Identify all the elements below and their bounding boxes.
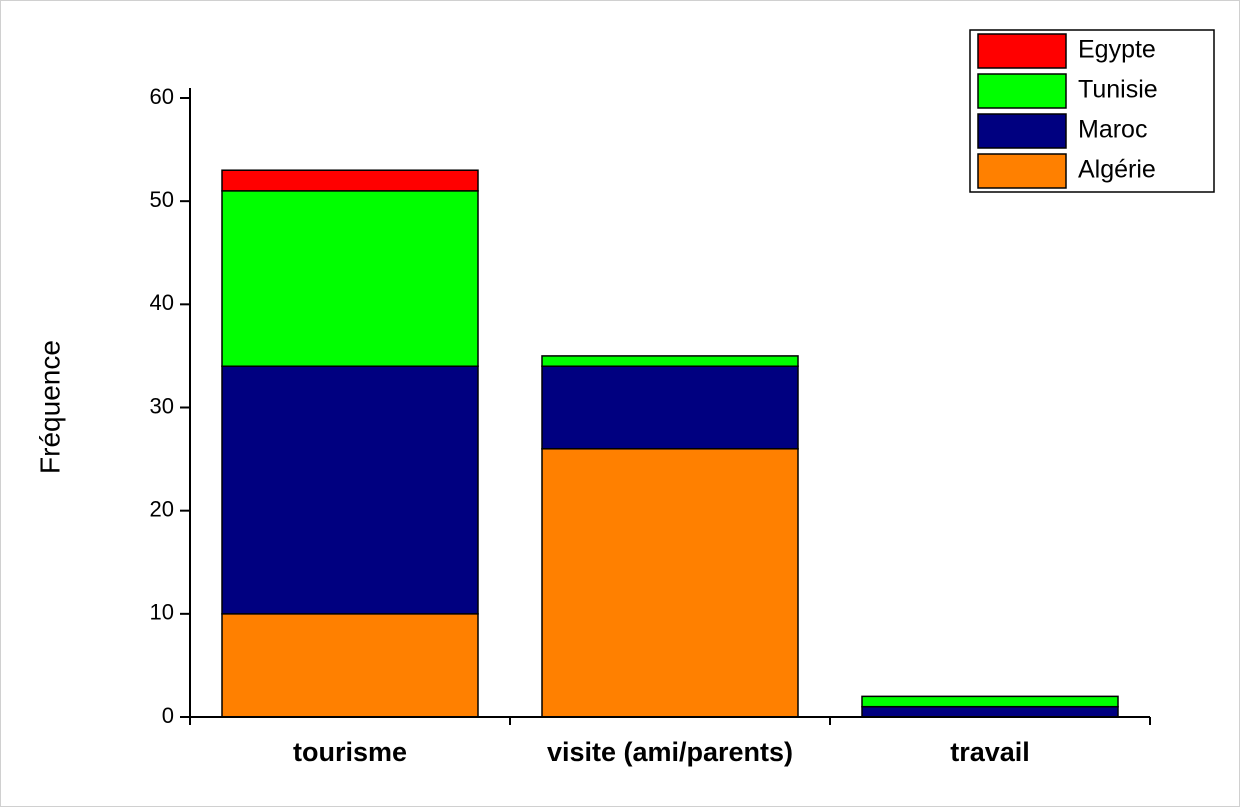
- bar-segment: [221, 365, 479, 615]
- y-tick-label: 20: [150, 496, 174, 521]
- bar-segment: [221, 169, 479, 192]
- y-tick-label: 10: [150, 600, 174, 625]
- legend-swatch: [977, 113, 1067, 149]
- bar-segment: [861, 705, 1119, 718]
- y-tick-label: 40: [150, 290, 174, 315]
- y-axis-label: Fréquence: [34, 340, 65, 474]
- bar-segment: [541, 355, 799, 367]
- x-tick-label: visite (ami/parents): [547, 737, 793, 767]
- legend-label: Tunisie: [1078, 76, 1158, 104]
- y-tick-label: 0: [162, 703, 174, 728]
- x-tick-label: tourisme: [293, 737, 407, 767]
- bar-segment: [541, 365, 799, 450]
- legend-swatch: [977, 153, 1067, 189]
- legend-label: Maroc: [1078, 116, 1147, 144]
- x-tick-label: travail: [950, 737, 1030, 767]
- legend-label: Egypte: [1078, 36, 1156, 64]
- bar-segment: [221, 613, 479, 718]
- legend-swatch: [977, 73, 1067, 109]
- bar-segment: [861, 695, 1119, 708]
- bar-segment: [541, 448, 799, 718]
- legend-label: Algérie: [1078, 156, 1156, 184]
- bar-segment: [221, 190, 479, 367]
- y-tick-label: 30: [150, 393, 174, 418]
- legend-swatch: [977, 33, 1067, 69]
- y-tick-label: 60: [150, 84, 174, 109]
- y-tick-label: 50: [150, 187, 174, 212]
